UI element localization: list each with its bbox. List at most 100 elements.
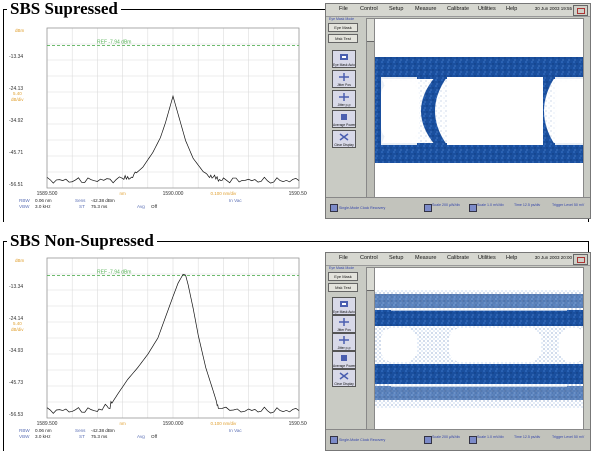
side-button-label: Jitter Pos [337,83,351,87]
menu-calibrate[interactable]: Calibrate [447,6,470,12]
section-sbs-supressed: SBS Supressed REF -7.94 dBm dBm -13.34 -24.… [3,0,591,222]
x-tick-label: 1589.500 [37,421,58,427]
menu-calibrate[interactable]: Calibrate [447,255,470,261]
y-tick-label: -45.73 [9,380,23,386]
status-scale-voltage: Scale 1.0 mV/div [477,435,504,439]
side-button-clear-display[interactable]: Clear Display [332,369,356,387]
clear-icon [339,372,349,380]
osa-panel: REF -7.94 dBm dBm -13.34 -24.13 -34.92 -45.71… [7,22,307,232]
scope-statusbar: Single-Mode Clock Recovery Scale 200 µW/… [326,429,590,450]
menu-file[interactable]: File [339,6,348,12]
eye-mask-button[interactable]: Eye Mask [328,23,358,32]
in-vac-label: In Vac [229,198,242,203]
side-button-label: Eye Mask Auto [333,310,355,314]
scope-menubar: File Control Setup Measure Calibrate Uti… [326,4,590,17]
x-tick-label: 1590.000 [163,421,184,427]
spectrum-chart: REF -7.94 dBm dBm -13.34 -24.14 -34.93 -45.73… [9,257,307,439]
avg-label: Avg [137,204,145,209]
scope-mode-label: Eye Mask Mode [329,266,355,270]
x-tick-label: 1590.500 [289,191,307,197]
y-tick-label: -13.34 [9,284,23,290]
scrollbar-thumb[interactable] [367,19,374,42]
eye-icon [340,54,348,60]
eye-diagram [375,290,583,408]
menu-file[interactable]: File [339,255,348,261]
side-button-average-power[interactable]: Average Power [332,351,356,369]
crosshair-icon [339,336,349,344]
status-trigger: Trigger Level 50 mV [552,435,585,439]
vbw-label: VBW [19,204,30,209]
y-scale-unit: dB/div [11,97,24,102]
eye-diagram-display [374,267,584,430]
y-top-unit: dBm [15,28,25,33]
side-button-clear-display[interactable]: Clear Display [332,130,356,148]
side-button-eye-mask-auto[interactable]: Eye Mask Auto [332,50,356,68]
avg-label: Avg [137,434,145,439]
side-button-jitter-pos[interactable]: Jitter Pos [332,70,356,88]
scope-datetime: 30 Jun 2003 19:55 [534,6,572,11]
scope-window: File Control Setup Measure Calibrate Uti… [325,252,591,451]
st-value: 75.3 ms [91,434,108,439]
side-button-label: Jitter p-p [337,103,351,107]
menu-measure[interactable]: Measure [415,255,437,261]
section-sbs-non-supressed: SBS Non-Supressed REF -7.94 dBm dBm -13.34… [3,232,591,451]
clear-icon [339,133,349,141]
menu-utilities[interactable]: Utilities [478,255,496,261]
side-button-label: Eye Mask Auto [333,63,355,67]
sens-label: Sens [75,198,86,203]
y-tick-label: -13.34 [9,54,23,60]
side-button-jitter-pp[interactable]: Jitter p-p [332,333,356,351]
sens-value: -42.38 dBm [91,428,115,433]
mask-test-button[interactable]: Msk Test [328,34,358,43]
x-unit-label: nm [119,421,126,426]
scrollbar-thumb[interactable] [367,268,374,291]
vbw-value: 3.0 kHz [35,434,51,439]
scope-menubar: File Control Setup Measure Calibrate Uti… [326,253,590,266]
rbw-label: RBW [19,428,30,433]
window-close-button[interactable] [573,254,588,265]
channel-icon [469,436,477,444]
status-scale-voltage: Scale 1.0 mV/div [477,203,504,207]
side-button-average-power[interactable]: Average Power [332,110,356,128]
y-tick-label: -45.71 [9,150,23,156]
menu-setup[interactable]: Setup [389,255,404,261]
frame-top [3,241,589,242]
st-label: ST [79,204,85,209]
menu-help[interactable]: Help [506,6,518,12]
crosshair-icon [339,318,349,326]
y-tick-label: -34.93 [9,348,23,354]
side-button-label: Jitter p-p [337,346,351,350]
avg-value: Off [151,434,158,439]
menu-help[interactable]: Help [506,255,518,261]
side-button-eye-mask-auto[interactable]: Eye Mask Auto [332,297,356,315]
spectrum-chart: REF -7.94 dBm dBm -13.34 -24.13 -34.92 -45.71… [9,27,307,209]
plot-frame [46,27,300,189]
mask-test-button[interactable]: Msk Test [328,283,358,292]
eye-mask-button[interactable]: Eye Mask [328,272,358,281]
power-icon [341,114,347,120]
side-button-jitter-pp[interactable]: Jitter p-p [332,90,356,108]
crosshair-icon [339,73,349,81]
menu-control[interactable]: Control [360,6,378,12]
scope-window: File Control Setup Measure Calibrate Uti… [325,3,591,219]
frame-left [3,9,4,222]
st-label: ST [79,434,85,439]
reference-label: REF -7.94 dBm [97,40,131,46]
menu-setup[interactable]: Setup [389,6,404,12]
x-tick-label: 1589.500 [37,191,58,197]
y-top-unit: dBm [15,258,25,263]
rbw-value: 0.06 nm [35,198,52,203]
frame-top [3,9,589,10]
menu-measure[interactable]: Measure [415,6,437,12]
scope-statusbar: Single-Mode Clock Recovery Scale 200 µW/… [326,197,590,218]
side-button-jitter-pos[interactable]: Jitter Pos [332,315,356,333]
x-unit-label: nm [119,191,126,196]
menu-control[interactable]: Control [360,255,378,261]
rbw-value: 0.06 nm [35,428,52,433]
crosshair-icon [339,93,349,101]
eye-diagram [375,57,583,163]
window-close-button[interactable] [573,5,588,16]
menu-utilities[interactable]: Utilities [478,6,496,12]
section-title: SBS Non-Supressed [7,232,157,250]
channel-icon [469,204,477,212]
